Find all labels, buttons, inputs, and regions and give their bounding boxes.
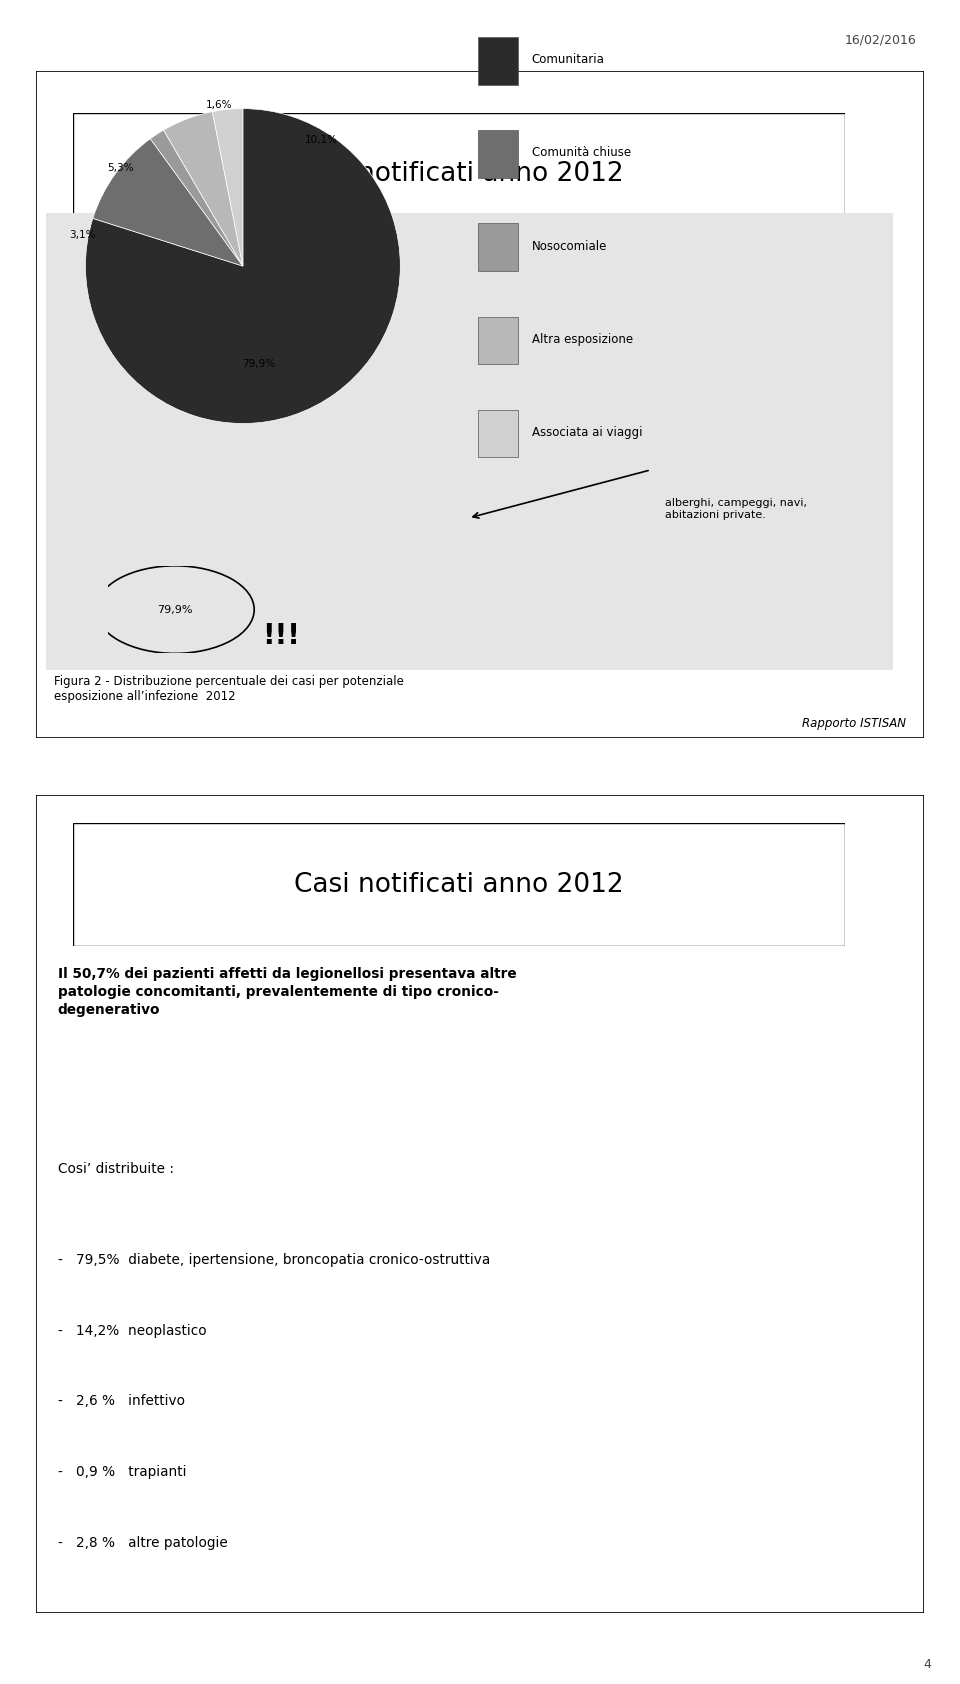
Text: !!!: !!! (262, 621, 300, 650)
Text: -   79,5%  diabete, ipertensione, broncopatia cronico-ostruttiva: - 79,5% diabete, ipertensione, broncopat… (58, 1253, 490, 1266)
Text: Rapporto ISTISAN: Rapporto ISTISAN (803, 717, 906, 731)
FancyBboxPatch shape (46, 214, 893, 670)
Text: -   0,9 %   trapianti: - 0,9 % trapianti (58, 1465, 186, 1479)
FancyBboxPatch shape (478, 224, 517, 271)
Text: -   2,6 %   infettivo: - 2,6 % infettivo (58, 1394, 184, 1408)
FancyBboxPatch shape (478, 130, 517, 179)
FancyBboxPatch shape (36, 71, 924, 738)
Text: Comunità chiuse: Comunità chiuse (532, 147, 631, 160)
Text: 3,1%: 3,1% (69, 229, 96, 239)
Text: alberghi, campeggi, navi,
abitazioni private.: alberghi, campeggi, navi, abitazioni pri… (665, 498, 807, 520)
Text: 79,9%: 79,9% (157, 605, 193, 615)
Text: 5,3%: 5,3% (107, 163, 133, 173)
Text: Figura 2 - Distribuzione percentuale dei casi per potenziale
esposizione all’inf: Figura 2 - Distribuzione percentuale dei… (54, 675, 403, 704)
FancyBboxPatch shape (36, 795, 924, 1613)
FancyBboxPatch shape (73, 113, 845, 236)
Text: Casi notificati anno 2012: Casi notificati anno 2012 (294, 872, 624, 898)
Text: Casi notificati anno 2012: Casi notificati anno 2012 (294, 162, 624, 187)
Text: Cosi’ distribuite :: Cosi’ distribuite : (58, 1162, 174, 1175)
Wedge shape (93, 138, 243, 266)
Text: -   14,2%  neoplastico: - 14,2% neoplastico (58, 1324, 206, 1337)
FancyBboxPatch shape (478, 317, 517, 364)
FancyBboxPatch shape (478, 37, 517, 84)
Text: Altra esposizione: Altra esposizione (532, 333, 633, 345)
Text: 16/02/2016: 16/02/2016 (845, 34, 917, 47)
Text: Nosocomiale: Nosocomiale (532, 239, 607, 253)
Text: Comunitaria: Comunitaria (532, 54, 605, 66)
Wedge shape (212, 109, 243, 266)
FancyBboxPatch shape (478, 409, 517, 458)
Text: 1,6%: 1,6% (206, 101, 232, 111)
Text: 10,1%: 10,1% (305, 135, 338, 145)
Text: 79,9%: 79,9% (242, 359, 276, 369)
Text: Associata ai viaggi: Associata ai viaggi (532, 426, 642, 440)
FancyBboxPatch shape (73, 823, 845, 946)
Wedge shape (163, 111, 243, 266)
Text: Il 50,7% dei pazienti affetti da legionellosi presentava altre
patologie concomi: Il 50,7% dei pazienti affetti da legione… (58, 967, 516, 1017)
Wedge shape (85, 109, 400, 423)
Text: -   2,8 %   altre patologie: - 2,8 % altre patologie (58, 1536, 228, 1549)
Wedge shape (151, 130, 243, 266)
Text: 4: 4 (924, 1657, 931, 1671)
